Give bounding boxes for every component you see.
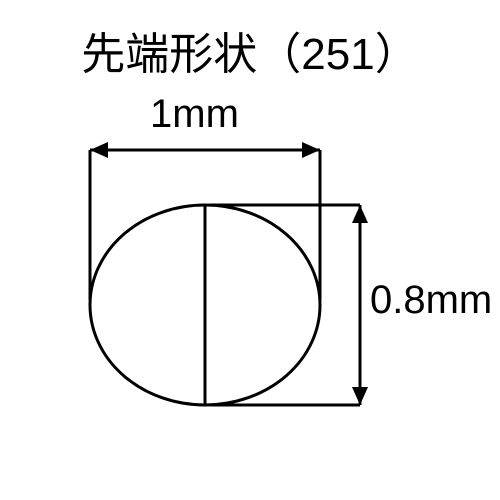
vertical-dimension-label: 0.8mm: [370, 278, 492, 323]
diagram-title: 先端形状（251）: [0, 18, 500, 82]
diagram-canvas: 先端形状（251） 1mm 0.8mm: [0, 0, 500, 500]
horizontal-dimension-label: 1mm: [150, 92, 239, 137]
